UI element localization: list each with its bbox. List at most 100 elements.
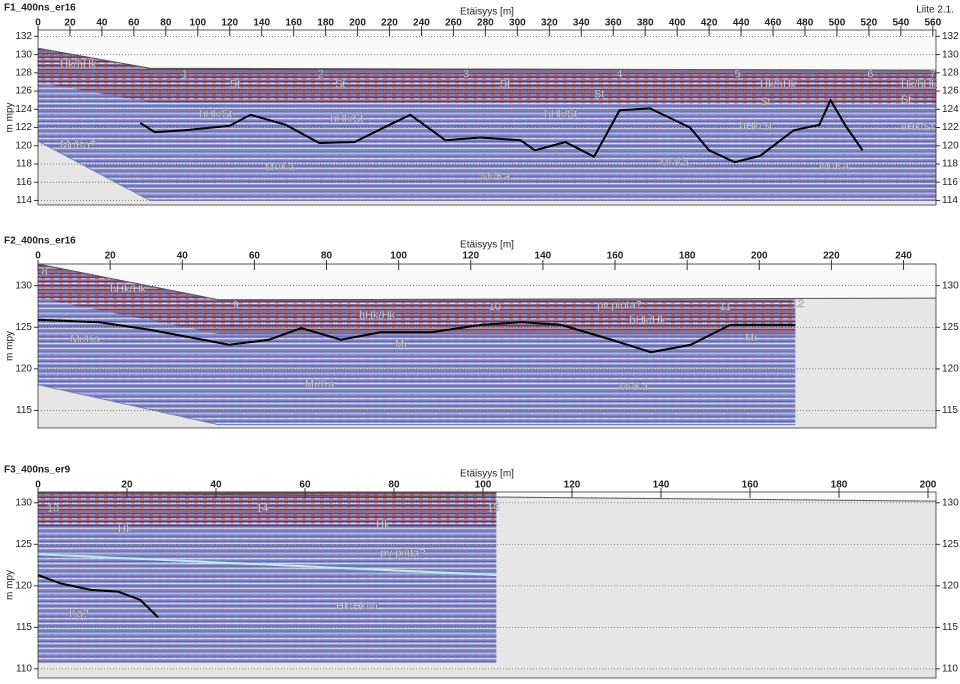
y-tick-label: 118	[16, 159, 32, 170]
x-tick-label: 160	[607, 251, 624, 262]
interpretation-line	[139, 98, 864, 164]
x-tick-label: 160	[742, 480, 759, 491]
x-tick-label: 220	[381, 18, 398, 29]
annotation: hHk/St	[901, 121, 934, 133]
sky	[38, 30, 936, 71]
x-tick-label: 200	[349, 18, 366, 29]
radargram-reflections-deep	[38, 492, 497, 663]
x-tick-label: 340	[573, 18, 590, 29]
annotation: 10	[489, 301, 501, 313]
interpretation-line	[37, 263, 937, 301]
annotation: Mr/Ka	[819, 161, 849, 173]
annotation: Ka?	[69, 608, 89, 620]
y-tick-label: 110	[16, 664, 32, 675]
y-tick-label: 128	[15, 67, 32, 78]
annotation: 15	[487, 503, 499, 515]
annotation: pv pinta?	[381, 547, 426, 559]
y-tick-label: 132	[15, 31, 32, 42]
y-tick-label: 115	[16, 405, 32, 416]
y2-tick-label: 132	[942, 31, 959, 42]
y-tick-label: 125	[15, 539, 32, 550]
x-tick-label: 100	[390, 251, 407, 262]
x-tick-label: 0	[35, 251, 41, 262]
annotation: 1	[182, 69, 188, 81]
x-tick-label: 120	[221, 18, 238, 29]
plot-frame	[37, 29, 937, 206]
annotation: 9	[233, 300, 239, 312]
annotation: 14	[256, 503, 268, 515]
panel-title: F2_400ns_er16	[4, 236, 76, 247]
x-tick-label: 160	[285, 18, 302, 29]
annotation: Hk/hHk	[760, 79, 797, 91]
annotation: pv pinta?	[597, 300, 642, 312]
annotation: 6	[867, 69, 873, 81]
y2-tick-label: 120	[942, 140, 959, 151]
annotation: hHk/Hk	[359, 310, 396, 322]
y2-tick-label: 126	[942, 86, 959, 97]
y-axis-label: m mpy	[5, 331, 16, 361]
annotation: St	[500, 79, 510, 91]
annotation: Mr	[745, 332, 758, 344]
x-tick-label: 480	[797, 18, 814, 29]
y2-tick-label: 120	[942, 364, 959, 375]
x-tick-label: 0	[35, 18, 41, 29]
interpretation-line	[37, 553, 497, 577]
interpretation-line	[37, 47, 937, 71]
annotation: hHk/St	[199, 109, 232, 121]
annotation: Mr/Ka	[265, 162, 295, 174]
annotation: 7	[930, 69, 936, 81]
y2-tick-label: 130	[942, 497, 959, 508]
annotation: Hk	[118, 523, 132, 535]
x-tick-label: 360	[605, 18, 622, 29]
y-tick-label: 116	[16, 177, 32, 188]
x-tick-label: 500	[829, 18, 846, 29]
y2-tick-label: 110	[942, 664, 958, 675]
y2-tick-label: 115	[942, 405, 958, 416]
annotation: 3	[463, 69, 469, 81]
annotation: Hk	[376, 519, 390, 531]
y2-tick-label: 118	[942, 159, 958, 170]
x-tick-label: 140	[653, 480, 670, 491]
x-tick-label: 180	[679, 251, 696, 262]
y2-tick-label: 122	[942, 122, 959, 133]
annotation: 5	[735, 69, 741, 81]
x-tick-label: 280	[477, 18, 494, 29]
note: Liite 2.1.	[916, 5, 954, 16]
x-tick-label: 60	[128, 18, 140, 29]
y-tick-label: 120	[15, 140, 32, 151]
x-tick-label: 320	[541, 18, 558, 29]
x-tick-label: 60	[299, 480, 311, 491]
x-axis-label: Etäisyys [m]	[460, 7, 514, 18]
annotation: 8	[42, 266, 48, 278]
annotation: hHk/Hk	[629, 315, 666, 327]
annotation: Mr/Ka	[481, 171, 511, 183]
y-tick-label: 122	[15, 122, 32, 133]
x-tick-label: 520	[861, 18, 878, 29]
x-tick-label: 120	[462, 251, 479, 262]
x-tick-label: 0	[35, 480, 41, 491]
x-tick-label: 200	[751, 251, 768, 262]
annotation: St	[335, 79, 345, 91]
plot-frame	[37, 491, 937, 679]
annotation: hHk/Hk	[110, 284, 147, 296]
x-tick-label: 100	[475, 480, 492, 491]
annotation: 13	[47, 503, 59, 515]
plot-frame	[37, 263, 937, 429]
annotation: St	[760, 96, 770, 108]
x-tick-label: 200	[920, 480, 937, 491]
x-tick-label: 180	[831, 480, 848, 491]
x-tick-label: 240	[895, 251, 912, 262]
x-tick-label: 240	[413, 18, 430, 29]
interpretation-line	[37, 574, 159, 619]
annotation: Mr/Ka	[305, 379, 335, 391]
x-tick-label: 80	[160, 18, 172, 29]
x-axis-label: Etäisyys [m]	[460, 469, 514, 480]
y-tick-label: 130	[15, 49, 32, 60]
annotation: Mr/Ka?	[60, 139, 95, 151]
x-tick-label: 560	[924, 18, 941, 29]
x-tick-label: 540	[893, 18, 910, 29]
x-tick-label: 80	[388, 480, 400, 491]
x-tick-label: 460	[765, 18, 782, 29]
y-tick-label: 125	[15, 322, 32, 333]
